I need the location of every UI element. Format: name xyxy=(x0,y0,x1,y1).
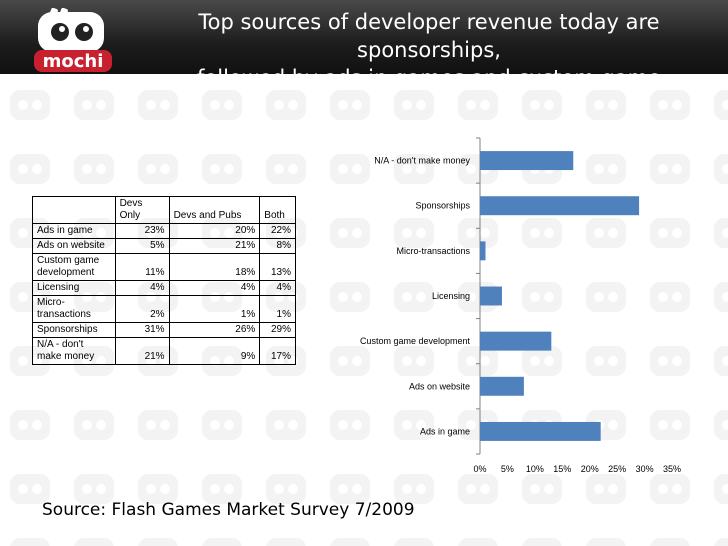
table-row: Micro-transactions 2% 1% 1% xyxy=(32,295,296,323)
cell-devs-only: 21% xyxy=(114,337,170,365)
bar xyxy=(480,241,486,261)
x-tick-label: 15% xyxy=(553,464,571,474)
bar xyxy=(480,196,640,216)
category-label: Ads in game xyxy=(420,426,470,436)
cell-devs-only: 2% xyxy=(114,295,170,323)
x-tick-label: 35% xyxy=(663,464,681,474)
x-tick-label: 0% xyxy=(473,464,486,474)
table-row: Custom game development 11% 18% 13% xyxy=(32,253,296,281)
table-header-cell: Devs Only xyxy=(114,196,170,224)
table-header-cell: Devs and Pubs xyxy=(168,196,261,224)
cell-devs-and-pubs: 9% xyxy=(168,337,261,365)
bar xyxy=(480,421,601,441)
bar xyxy=(480,331,552,351)
mochi-logo: mochi xyxy=(34,8,112,72)
x-tick-label: 25% xyxy=(608,464,626,474)
category-label: Micro-transactions xyxy=(396,246,470,256)
source-note: Source: Flash Games Market Survey 7/2009 xyxy=(42,500,415,520)
x-tick-label: 30% xyxy=(636,464,654,474)
bar xyxy=(480,376,524,396)
category-label: N/A - don't make money xyxy=(374,156,470,166)
table-row: Ads in game 23% 20% 22% xyxy=(32,223,296,239)
row-label: Micro-transactions xyxy=(32,295,116,323)
category-label: Custom game development xyxy=(360,336,471,346)
logo-text: mochi xyxy=(43,51,104,72)
category-label: Ads on website xyxy=(409,381,470,391)
category-label: Licensing xyxy=(432,291,470,301)
cell-both: 17% xyxy=(259,337,296,365)
x-tick-label: 5% xyxy=(501,464,514,474)
title-line-1: Top sources of developer revenue today a… xyxy=(198,10,660,62)
table-row: Sponsorships 31% 26% 29% xyxy=(32,322,296,338)
category-label: Sponsorships xyxy=(415,201,470,211)
x-tick-label: 20% xyxy=(581,464,599,474)
table-header-row: Devs Only Devs and Pubs Both xyxy=(32,196,296,224)
revenue-table: Devs Only Devs and Pubs Both Ads in game… xyxy=(32,196,296,365)
table-row: Licensing 4% 4% 4% xyxy=(32,280,296,296)
x-tick-label: 10% xyxy=(526,464,544,474)
table-row: N/A - don't make money 21% 9% 17% xyxy=(32,337,296,365)
bar xyxy=(480,151,574,171)
cell-both: 1% xyxy=(259,295,296,323)
bar xyxy=(480,286,502,306)
